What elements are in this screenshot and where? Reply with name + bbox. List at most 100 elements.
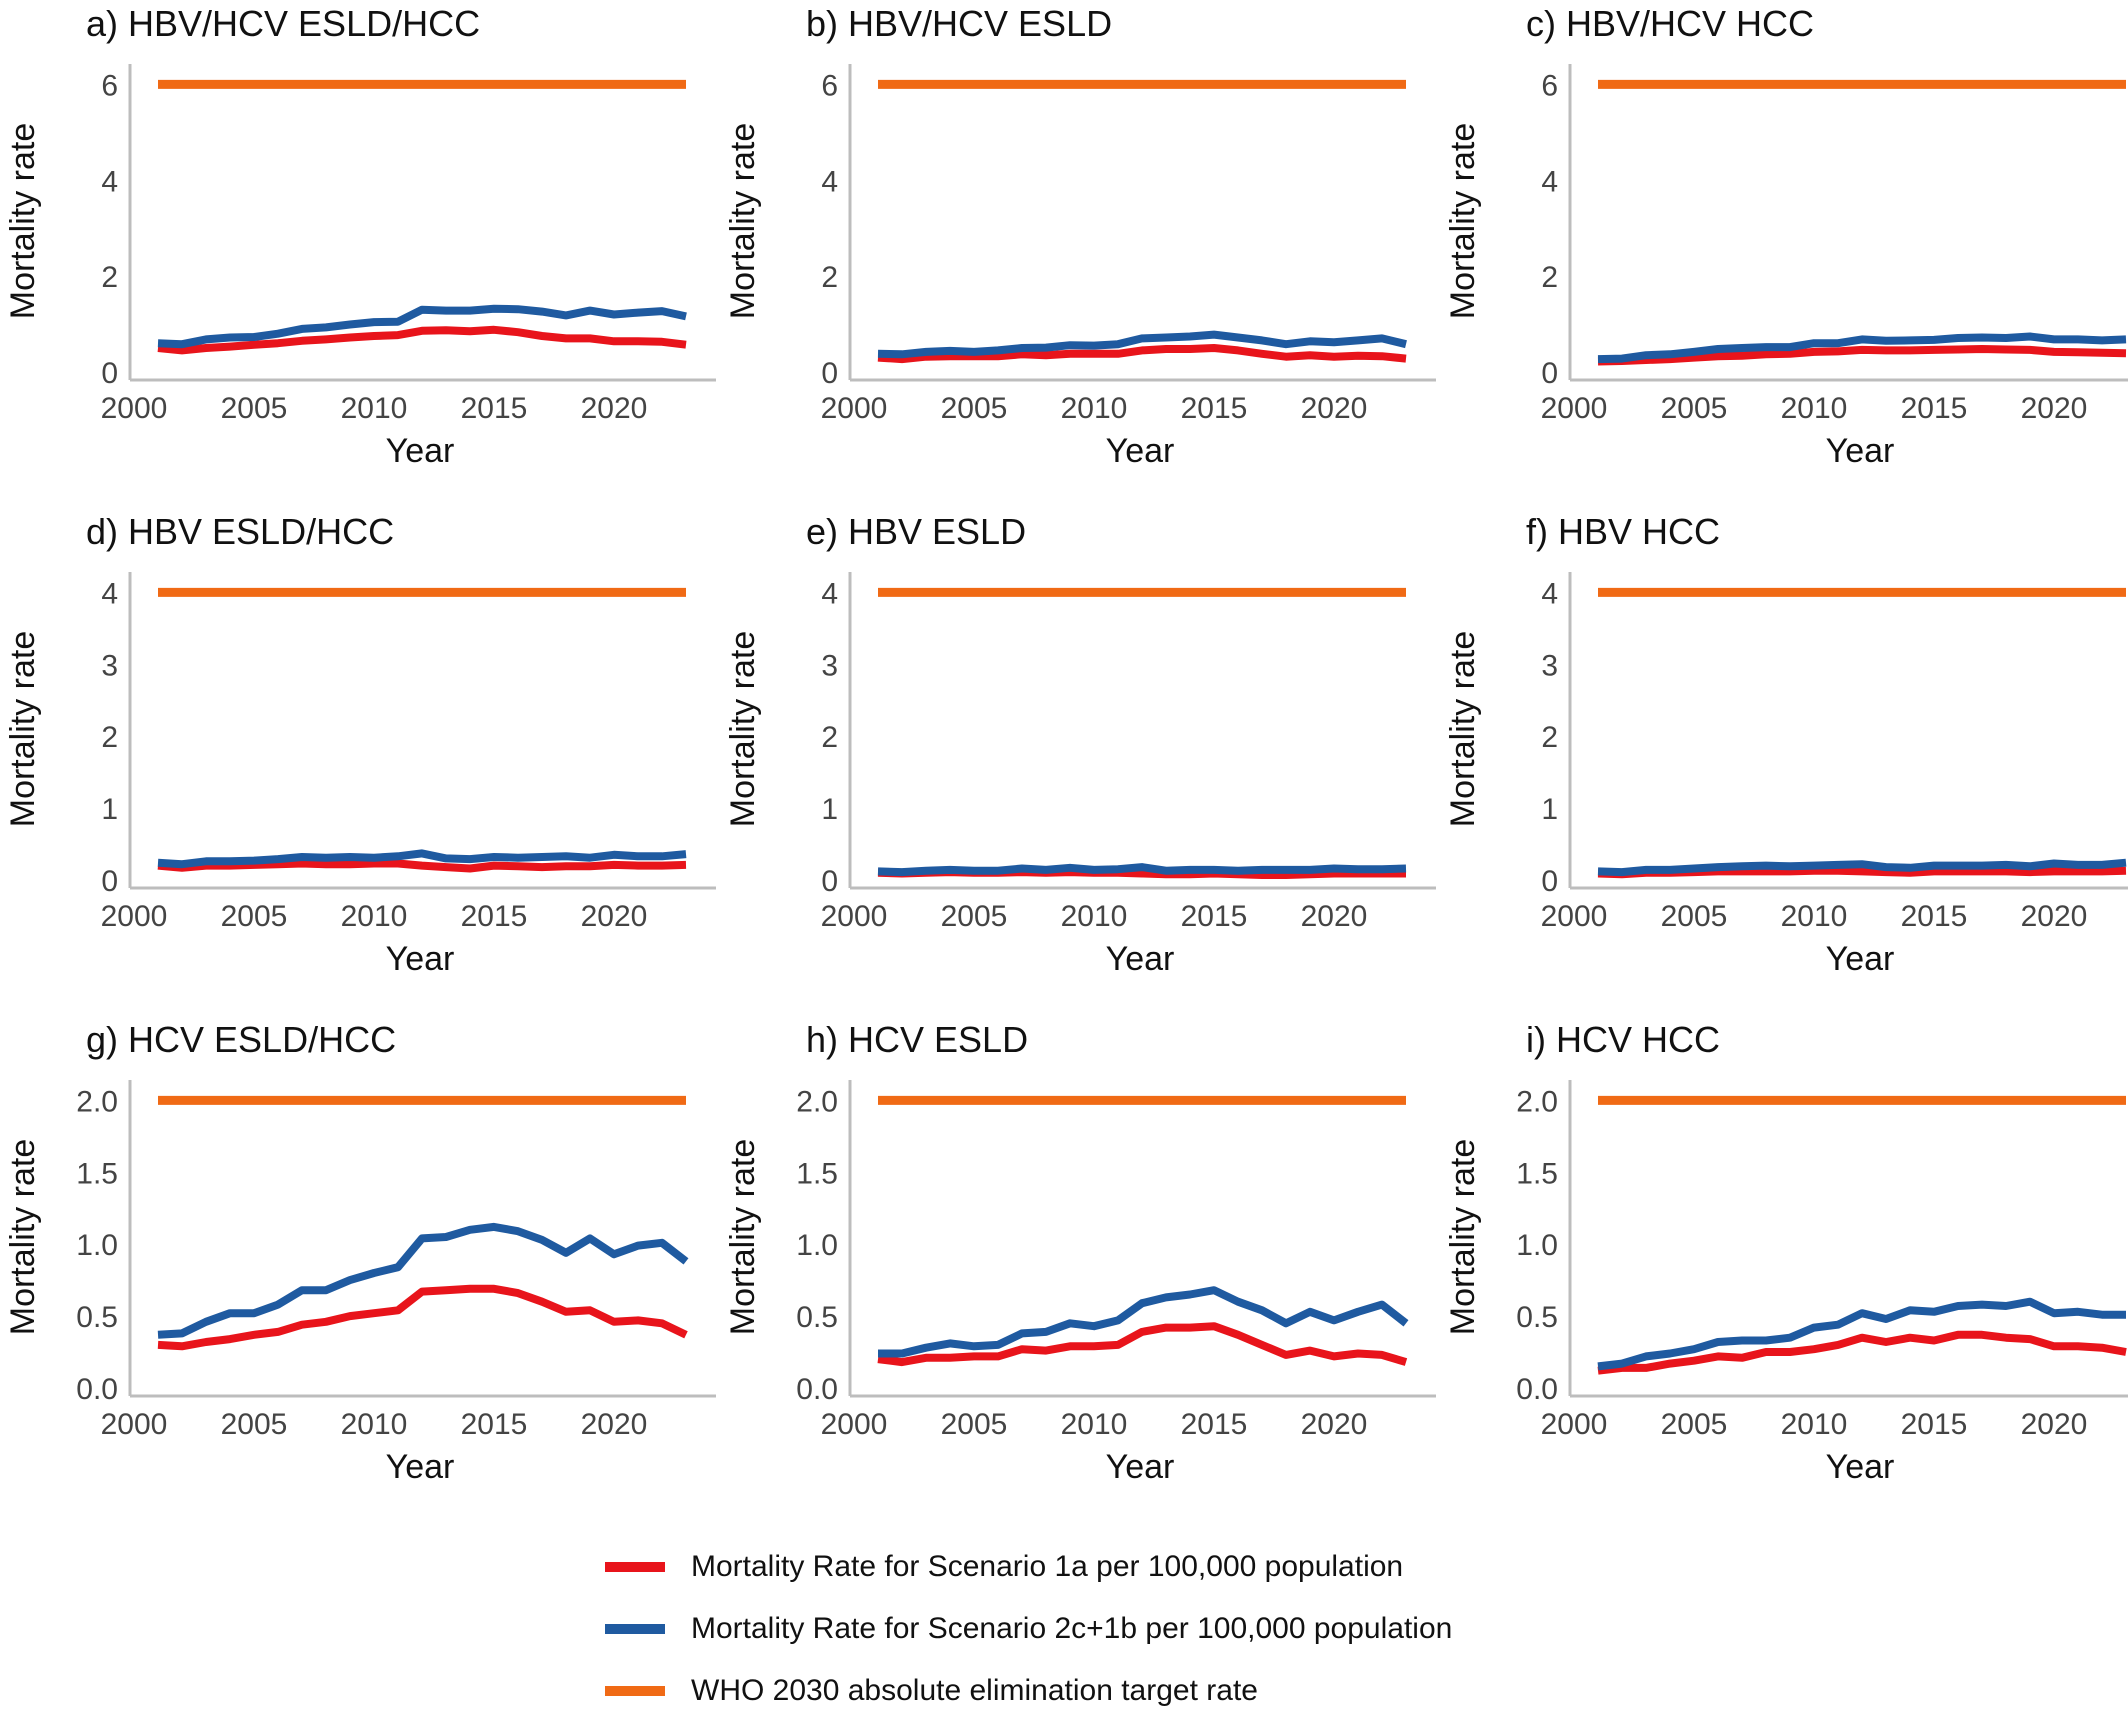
- x-tick-label: 2015: [1901, 392, 1968, 425]
- y-tick-label: 2: [821, 721, 838, 754]
- y-tick-label: 4: [821, 577, 838, 610]
- series-line-scenario-2c1b: [157, 304, 687, 349]
- series-line-scenario-1a: [877, 1322, 1408, 1367]
- x-tick-label: 2005: [941, 900, 1008, 933]
- x-tick-label: 2015: [1901, 900, 1968, 933]
- y-tick-label: 4: [821, 165, 838, 198]
- y-tick-label: 2.0: [796, 1085, 838, 1118]
- series-line-scenario-2c1b: [1597, 858, 2127, 877]
- y-tick-label: 2.0: [1516, 1085, 1558, 1118]
- panel-d: d) HBV ESLD/HCC 0 1 2 3 4 2000 2005 2010 2015 2020…: [4, 511, 716, 978]
- legend-label-who-target: WHO 2030 absolute elimination target rat…: [691, 1674, 1258, 1707]
- y-tick-label: 0.5: [76, 1301, 118, 1334]
- x-tick-label: 2015: [1181, 1408, 1248, 1441]
- x-tick-label: 2015: [461, 900, 528, 933]
- x-tick-label: 2005: [1661, 900, 1728, 933]
- legend-swatch-who-target: [605, 1686, 665, 1696]
- x-axis-label: Year: [1826, 432, 1895, 470]
- y-tick-label: 0.0: [1516, 1373, 1558, 1406]
- y-axis-label: Mortality rate: [4, 631, 42, 828]
- x-tick-label: 2005: [221, 392, 288, 425]
- x-tick-label: 2015: [1181, 392, 1248, 425]
- x-tick-label: 2010: [1061, 1408, 1128, 1441]
- y-tick-label: 1: [101, 793, 118, 826]
- y-axis-label: Mortality rate: [1444, 123, 1482, 320]
- panel-title: d) HBV ESLD/HCC: [86, 511, 394, 552]
- x-axis-label: Year: [1106, 940, 1175, 978]
- series-line-scenario-2c1b: [157, 849, 687, 869]
- panel-title: i) HCV HCC: [1526, 1019, 1720, 1060]
- y-tick-label: 1.5: [796, 1157, 838, 1190]
- series-line-scenario-1a: [157, 1284, 688, 1351]
- series-line-scenario-1a: [877, 344, 1407, 364]
- legend-label-scenario-1a: Mortality Rate for Scenario 1a per 100,0…: [691, 1550, 1404, 1583]
- panel-e: e) HBV ESLD 0 1 2 3 4 2000 2005 2010 2015 2020 Year…: [724, 511, 1436, 978]
- x-tick-label: 2020: [581, 900, 648, 933]
- x-axis-label: Year: [386, 1448, 455, 1486]
- y-tick-label: 1.5: [1516, 1157, 1558, 1190]
- panel-g: g) HCV ESLD/HCC 0.0 0.5 1.0 1.5 2.0 2000 2005 20…: [4, 1019, 716, 1486]
- x-axis-label: Year: [1826, 1448, 1895, 1486]
- legend-item-scenario-1a: Mortality Rate for Scenario 1a per 100,0…: [605, 1536, 1705, 1598]
- y-tick-label: 3: [101, 649, 118, 682]
- x-tick-label: 2010: [1781, 900, 1848, 933]
- y-tick-label: 1.0: [1516, 1229, 1558, 1262]
- x-tick-label: 2020: [1301, 1408, 1368, 1441]
- panel-title: f) HBV HCC: [1526, 511, 1720, 552]
- x-tick-label: 2005: [221, 1408, 288, 1441]
- y-tick-label: 4: [1541, 165, 1558, 198]
- y-tick-label: 4: [1541, 577, 1558, 610]
- y-tick-label: 2: [821, 261, 838, 294]
- y-tick-label: 6: [821, 69, 838, 102]
- panel-title: c) HBV/HCV HCC: [1526, 3, 1814, 44]
- y-tick-label: 1.0: [796, 1229, 838, 1262]
- panel-title: h) HCV ESLD: [806, 1019, 1028, 1060]
- x-tick-label: 2010: [1061, 392, 1128, 425]
- legend-swatch-scenario-1a: [605, 1562, 665, 1572]
- x-axis-label: Year: [1106, 1448, 1175, 1486]
- x-tick-label: 2000: [101, 392, 168, 425]
- y-tick-label: 0.0: [796, 1373, 838, 1406]
- y-axis-label: Mortality rate: [1444, 631, 1482, 828]
- x-tick-label: 2010: [1781, 392, 1848, 425]
- series-line-scenario-2c1b: [157, 1222, 689, 1339]
- legend-swatch-scenario-2c1b: [605, 1624, 665, 1634]
- y-tick-label: 1: [821, 793, 838, 826]
- x-tick-label: 2000: [101, 900, 168, 933]
- y-tick-label: 2: [1541, 721, 1558, 754]
- panel-title: b) HBV/HCV ESLD: [806, 3, 1112, 44]
- series-line-scenario-1a: [1597, 345, 2127, 366]
- x-axis-label: Year: [1106, 432, 1175, 470]
- panel-b: b) HBV/HCV ESLD 0 2 4 6 2000 2005 2010 2015 2020 Y…: [724, 3, 1436, 470]
- x-tick-label: 2000: [1541, 1408, 1608, 1441]
- y-tick-label: 4: [101, 165, 118, 198]
- y-tick-label: 2: [101, 261, 118, 294]
- y-tick-label: 1: [1541, 793, 1558, 826]
- y-tick-label: 0.5: [796, 1301, 838, 1334]
- x-axis-label: Year: [386, 432, 455, 470]
- panel-title: g) HCV ESLD/HCC: [86, 1019, 396, 1060]
- y-tick-label: 0: [821, 865, 838, 898]
- x-tick-label: 2000: [101, 1408, 168, 1441]
- y-axis-label: Mortality rate: [4, 1139, 42, 1336]
- series-line-scenario-1a: [1597, 1330, 2127, 1375]
- legend-item-who-target: WHO 2030 absolute elimination target rat…: [605, 1660, 1705, 1722]
- x-tick-label: 2020: [1301, 900, 1368, 933]
- y-axis-label: Mortality rate: [724, 1139, 762, 1336]
- x-tick-label: 2015: [461, 1408, 528, 1441]
- y-tick-label: 0: [101, 865, 118, 898]
- y-tick-label: 0: [101, 357, 118, 390]
- x-tick-label: 2010: [1781, 1408, 1848, 1441]
- y-tick-label: 6: [101, 69, 118, 102]
- panel-h: h) HCV ESLD 0.0 0.5 1.0 1.5 2.0 2000 2005 2010 20…: [724, 1019, 1436, 1486]
- y-tick-label: 1.0: [76, 1229, 118, 1262]
- y-tick-label: 3: [821, 649, 838, 682]
- series-line-scenario-2c1b: [878, 1286, 1409, 1358]
- legend-label-scenario-2c1b: Mortality Rate for Scenario 2c+1b per 10…: [691, 1612, 1453, 1645]
- x-tick-label: 2020: [2021, 900, 2088, 933]
- x-tick-label: 2015: [1901, 1408, 1968, 1441]
- y-tick-label: 0.0: [76, 1373, 118, 1406]
- x-tick-label: 2010: [1061, 900, 1128, 933]
- panel-i: i) HCV HCC 0.0 0.5 1.0 1.5 2.0 2000 2005 2010 201…: [1444, 1019, 2128, 1486]
